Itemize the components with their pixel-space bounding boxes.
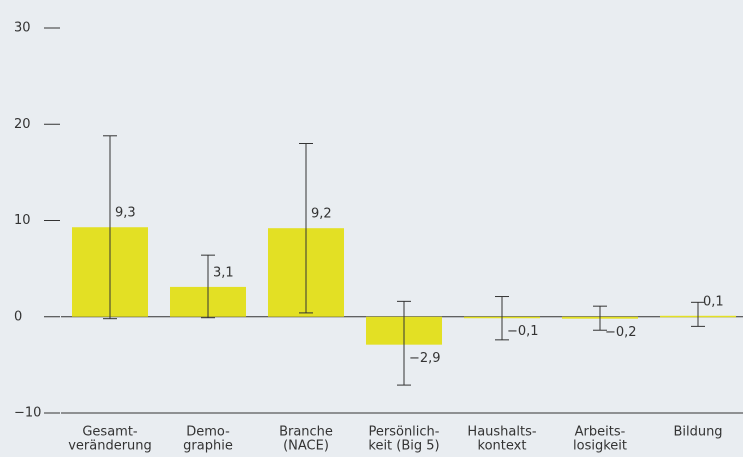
error-bar [495, 296, 509, 341]
x-tick-label: Arbeits- [575, 425, 626, 440]
x-tick-label: Haushalts- [467, 425, 536, 440]
y-tick-label: 0 [14, 309, 22, 324]
y-tick-label: −10 [14, 406, 41, 421]
error-bar [593, 305, 607, 331]
x-tick-label: Bildung [673, 425, 722, 440]
value-label: −0,2 [605, 325, 637, 340]
x-tick-label: keit (Big 5) [368, 439, 439, 454]
x-tick-label: Persönlich- [369, 425, 440, 440]
value-label: 0,1 [703, 294, 724, 309]
x-tick-label: (NACE) [283, 439, 329, 454]
y-tick-label: 20 [14, 117, 31, 132]
error-bar [299, 143, 313, 314]
x-tick-label: Demo- [186, 425, 230, 440]
value-label: −0,1 [507, 324, 539, 339]
x-tick-label: Gesamt- [82, 425, 138, 440]
x-tick-label: losigkeit [573, 439, 627, 454]
y-tick-label: 30 [14, 21, 31, 36]
error-bar [691, 301, 705, 327]
value-label: 9,3 [115, 206, 136, 221]
error-bar [201, 254, 215, 319]
value-label: −2,9 [409, 351, 441, 366]
x-tick-label: kontext [478, 439, 527, 454]
value-label: 3,1 [213, 265, 234, 280]
x-tick-label: Branche [279, 425, 333, 440]
y-tick-label: 10 [14, 213, 31, 228]
value-label: 9,2 [311, 207, 332, 222]
error-bar [397, 300, 411, 386]
error-bar [103, 135, 117, 320]
x-tick-label: graphie [183, 439, 233, 454]
x-tick-label: veränderung [68, 439, 152, 454]
